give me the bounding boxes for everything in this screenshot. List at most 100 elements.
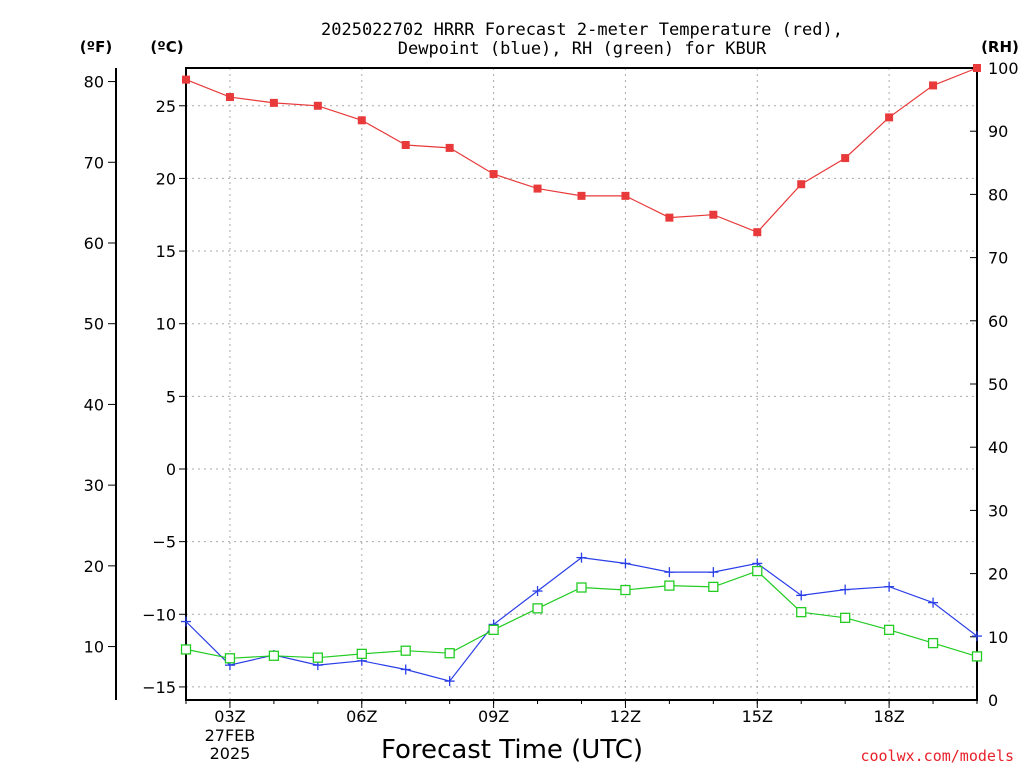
dewpoint-point	[400, 664, 411, 675]
x-tick-label: 15Z	[742, 707, 773, 726]
temperature-point	[665, 213, 674, 222]
dewpoint-point	[840, 584, 851, 595]
rh-tick-label: 70	[988, 249, 1008, 268]
rh-point	[312, 652, 323, 663]
temperature-point	[313, 101, 322, 110]
celsius-tick-label: −5	[152, 533, 176, 552]
rh-tick-label: 60	[988, 312, 1008, 331]
rh-point	[268, 650, 280, 661]
dewpoint-point	[620, 558, 631, 569]
dewpoint-point	[444, 676, 455, 687]
fahrenheit-tick-label: 20	[84, 557, 104, 576]
rh-tick-label: 100	[988, 59, 1019, 78]
fahrenheit-tick-label: 60	[84, 234, 104, 253]
rh-tick-label: 80	[988, 185, 1008, 204]
rh-point	[400, 645, 411, 656]
fahrenheit-tick-label: 40	[84, 395, 104, 414]
data-series	[180, 64, 983, 687]
temperature-point	[577, 191, 586, 200]
rh-point	[356, 648, 367, 660]
dewpoint-point	[664, 567, 675, 578]
temperature-point	[797, 180, 806, 189]
fahrenheit-tick-label: 80	[84, 73, 104, 92]
rh-point	[752, 565, 763, 577]
dewpoint-point	[576, 552, 587, 563]
rh-tick-label: 10	[988, 628, 1008, 647]
rh-point	[796, 607, 807, 618]
x-tick-label: 09Z	[478, 707, 509, 726]
temperature-point	[973, 64, 981, 72]
chart-title-line1: 2025022702 HRRR Forecast 2-meter Tempera…	[321, 20, 843, 40]
fahrenheit-unit-label: (ºF)	[80, 38, 112, 56]
temperature-point	[269, 98, 278, 107]
rh-point	[576, 582, 587, 593]
dewpoint-point	[928, 597, 939, 608]
celsius-tick-label: 5	[166, 387, 176, 406]
rh-tick-label: 40	[988, 438, 1008, 457]
rh-point	[708, 581, 719, 593]
dewpoint-point	[972, 631, 982, 642]
fahrenheit-tick-label: 30	[84, 476, 104, 495]
rh-point	[620, 584, 631, 596]
rh-point	[532, 603, 543, 614]
dewpoint-series-line	[185, 556, 978, 682]
plot-frame	[185, 67, 978, 701]
rh-tick-label: 0	[988, 691, 998, 710]
temperature-point	[621, 191, 630, 200]
dewpoint-point	[884, 581, 895, 592]
celsius-tick-label: −10	[142, 605, 176, 624]
x-tick-year: 2025	[210, 744, 251, 763]
credit-text: coolwx.com/models	[860, 747, 1014, 765]
rh-tick-label: 50	[988, 375, 1008, 394]
x-tick-date: 27FEB	[205, 726, 256, 745]
rh-point	[664, 580, 675, 591]
dewpoint-point	[181, 616, 191, 627]
chart-title-line2: Dewpoint (blue), RH (green) for KBUR	[398, 39, 767, 59]
temperature-point	[753, 228, 762, 237]
x-tick-label: 06Z	[346, 707, 377, 726]
celsius-tick-label: 20	[156, 169, 176, 188]
temperature-point	[885, 113, 894, 122]
dewpoint-point	[532, 586, 543, 597]
rh-point	[488, 624, 499, 635]
temperature-point	[182, 75, 190, 84]
temperature-point	[401, 141, 410, 150]
rh-point	[971, 651, 983, 662]
rh-point	[840, 612, 851, 623]
celsius-tick-label: 0	[166, 460, 176, 479]
celsius-tick-label: −15	[142, 678, 176, 697]
rh-unit-label: (RH)	[981, 38, 1019, 56]
rh-point	[883, 624, 895, 635]
rh-point	[444, 648, 455, 659]
temperature-point	[357, 116, 366, 125]
x-tick-label: 03Z	[214, 707, 245, 726]
temperature-point	[709, 210, 718, 219]
x-tick-label: 18Z	[873, 707, 904, 726]
temperature-point	[929, 81, 938, 90]
rh-point	[927, 637, 939, 649]
x-axis-label: Forecast Time (UTC)	[381, 735, 643, 765]
fahrenheit-tick-label: 50	[84, 315, 104, 334]
celsius-tick-label: 10	[156, 315, 176, 334]
rh-point	[224, 653, 236, 664]
rh-point	[180, 644, 192, 655]
temperature-series-line	[185, 67, 978, 233]
celsius-tick-label: 15	[156, 242, 176, 261]
dewpoint-point	[796, 590, 807, 601]
temperature-point	[841, 154, 850, 163]
fahrenheit-tick-label: 70	[84, 153, 104, 172]
rh-tick-label: 90	[988, 122, 1008, 141]
celsius-unit-label: (ºC)	[150, 38, 183, 56]
temperature-point	[445, 143, 454, 152]
dewpoint-point	[708, 567, 719, 578]
fahrenheit-tick-label: 10	[84, 638, 104, 657]
celsius-tick-label: 25	[156, 97, 176, 116]
x-tick-label: 12Z	[610, 707, 641, 726]
temperature-point	[225, 93, 234, 102]
temperature-point	[489, 170, 498, 179]
temperature-point	[533, 184, 542, 193]
rh-tick-label: 20	[988, 565, 1008, 584]
rh-tick-label: 30	[988, 501, 1008, 520]
